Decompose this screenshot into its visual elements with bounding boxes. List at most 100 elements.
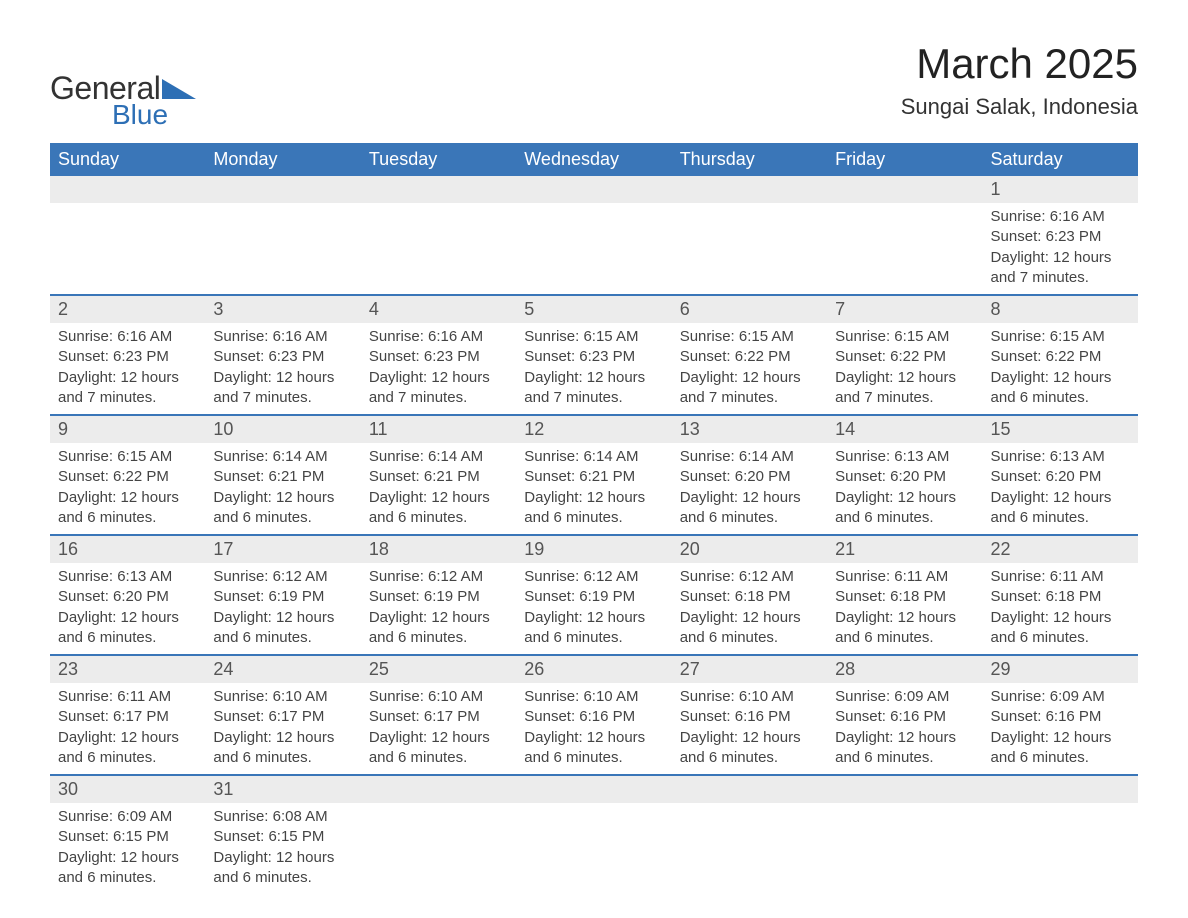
- day-detail-row: Sunrise: 6:09 AMSunset: 6:15 PMDaylight:…: [50, 803, 1138, 894]
- day-number-cell: 14: [827, 415, 982, 443]
- day-number-cell: 4: [361, 295, 516, 323]
- day-detail-cell: Sunrise: 6:15 AMSunset: 6:23 PMDaylight:…: [516, 323, 671, 415]
- day-number-cell: 24: [205, 655, 360, 683]
- day-detail-cell: [361, 203, 516, 295]
- day-detail-cell: Sunrise: 6:15 AMSunset: 6:22 PMDaylight:…: [672, 323, 827, 415]
- daylight-text: Daylight: 12 hours and 6 minutes.: [213, 488, 352, 529]
- sunrise-text: Sunrise: 6:15 AM: [991, 327, 1130, 347]
- day-number-cell: 9: [50, 415, 205, 443]
- daylight-text: Daylight: 12 hours and 7 minutes.: [213, 368, 352, 409]
- weekday-header: Friday: [827, 143, 982, 176]
- sunset-text: Sunset: 6:22 PM: [835, 347, 974, 367]
- daylight-text: Daylight: 12 hours and 6 minutes.: [213, 728, 352, 769]
- sunrise-text: Sunrise: 6:12 AM: [680, 567, 819, 587]
- sunrise-text: Sunrise: 6:08 AM: [213, 807, 352, 827]
- daylight-text: Daylight: 12 hours and 6 minutes.: [369, 728, 508, 769]
- sunrise-text: Sunrise: 6:15 AM: [835, 327, 974, 347]
- sunset-text: Sunset: 6:22 PM: [680, 347, 819, 367]
- daylight-text: Daylight: 12 hours and 6 minutes.: [991, 608, 1130, 649]
- daylight-text: Daylight: 12 hours and 6 minutes.: [524, 608, 663, 649]
- weekday-header: Monday: [205, 143, 360, 176]
- day-number-cell: 12: [516, 415, 671, 443]
- day-detail-cell: Sunrise: 6:11 AMSunset: 6:18 PMDaylight:…: [827, 563, 982, 655]
- weekday-header: Tuesday: [361, 143, 516, 176]
- day-detail-cell: [516, 803, 671, 894]
- day-detail-row: Sunrise: 6:15 AMSunset: 6:22 PMDaylight:…: [50, 443, 1138, 535]
- day-detail-cell: Sunrise: 6:09 AMSunset: 6:15 PMDaylight:…: [50, 803, 205, 894]
- day-detail-cell: [827, 203, 982, 295]
- day-number-cell: [361, 176, 516, 203]
- logo-triangle-icon: [162, 77, 196, 99]
- day-detail-cell: Sunrise: 6:13 AMSunset: 6:20 PMDaylight:…: [50, 563, 205, 655]
- day-detail-cell: [516, 203, 671, 295]
- sunset-text: Sunset: 6:20 PM: [680, 467, 819, 487]
- daylight-text: Daylight: 12 hours and 6 minutes.: [524, 728, 663, 769]
- daylight-text: Daylight: 12 hours and 6 minutes.: [835, 488, 974, 529]
- day-number-cell: 25: [361, 655, 516, 683]
- day-number-cell: [983, 775, 1138, 803]
- daylight-text: Daylight: 12 hours and 6 minutes.: [369, 608, 508, 649]
- sunrise-text: Sunrise: 6:15 AM: [524, 327, 663, 347]
- day-detail-row: Sunrise: 6:16 AMSunset: 6:23 PMDaylight:…: [50, 203, 1138, 295]
- sunset-text: Sunset: 6:16 PM: [680, 707, 819, 727]
- daylight-text: Daylight: 12 hours and 6 minutes.: [680, 608, 819, 649]
- sunrise-text: Sunrise: 6:13 AM: [835, 447, 974, 467]
- sunrise-text: Sunrise: 6:16 AM: [991, 207, 1130, 227]
- day-detail-cell: Sunrise: 6:16 AMSunset: 6:23 PMDaylight:…: [205, 323, 360, 415]
- sunrise-text: Sunrise: 6:10 AM: [680, 687, 819, 707]
- day-number-cell: 27: [672, 655, 827, 683]
- sunrise-text: Sunrise: 6:16 AM: [213, 327, 352, 347]
- day-number-cell: [672, 775, 827, 803]
- daylight-text: Daylight: 12 hours and 7 minutes.: [58, 368, 197, 409]
- sunset-text: Sunset: 6:18 PM: [991, 587, 1130, 607]
- sunset-text: Sunset: 6:16 PM: [835, 707, 974, 727]
- day-detail-cell: Sunrise: 6:14 AMSunset: 6:20 PMDaylight:…: [672, 443, 827, 535]
- day-detail-cell: Sunrise: 6:09 AMSunset: 6:16 PMDaylight:…: [827, 683, 982, 775]
- day-detail-cell: Sunrise: 6:15 AMSunset: 6:22 PMDaylight:…: [827, 323, 982, 415]
- day-number-cell: 26: [516, 655, 671, 683]
- weekday-header-row: SundayMondayTuesdayWednesdayThursdayFrid…: [50, 143, 1138, 176]
- sunset-text: Sunset: 6:20 PM: [58, 587, 197, 607]
- daylight-text: Daylight: 12 hours and 6 minutes.: [58, 488, 197, 529]
- day-detail-cell: Sunrise: 6:10 AMSunset: 6:16 PMDaylight:…: [672, 683, 827, 775]
- day-number-cell: [205, 176, 360, 203]
- day-detail-cell: Sunrise: 6:11 AMSunset: 6:18 PMDaylight:…: [983, 563, 1138, 655]
- daylight-text: Daylight: 12 hours and 6 minutes.: [680, 488, 819, 529]
- sunrise-text: Sunrise: 6:12 AM: [213, 567, 352, 587]
- day-number-cell: [516, 176, 671, 203]
- day-number-cell: 16: [50, 535, 205, 563]
- day-detail-cell: Sunrise: 6:13 AMSunset: 6:20 PMDaylight:…: [827, 443, 982, 535]
- daylight-text: Daylight: 12 hours and 7 minutes.: [369, 368, 508, 409]
- day-number-cell: [827, 775, 982, 803]
- day-number-cell: [50, 176, 205, 203]
- day-detail-cell: [827, 803, 982, 894]
- day-number-row: 9101112131415: [50, 415, 1138, 443]
- daylight-text: Daylight: 12 hours and 6 minutes.: [991, 488, 1130, 529]
- day-number-row: 2345678: [50, 295, 1138, 323]
- day-detail-cell: [361, 803, 516, 894]
- weekday-header: Saturday: [983, 143, 1138, 176]
- day-number-cell: 22: [983, 535, 1138, 563]
- sunset-text: Sunset: 6:15 PM: [58, 827, 197, 847]
- calendar-table: SundayMondayTuesdayWednesdayThursdayFrid…: [50, 143, 1138, 894]
- day-number-cell: 20: [672, 535, 827, 563]
- day-number-cell: 28: [827, 655, 982, 683]
- sunset-text: Sunset: 6:22 PM: [991, 347, 1130, 367]
- sunrise-text: Sunrise: 6:13 AM: [991, 447, 1130, 467]
- sunrise-text: Sunrise: 6:14 AM: [680, 447, 819, 467]
- day-detail-cell: Sunrise: 6:14 AMSunset: 6:21 PMDaylight:…: [516, 443, 671, 535]
- day-detail-cell: Sunrise: 6:10 AMSunset: 6:16 PMDaylight:…: [516, 683, 671, 775]
- sunset-text: Sunset: 6:22 PM: [58, 467, 197, 487]
- day-number-cell: 5: [516, 295, 671, 323]
- sunset-text: Sunset: 6:23 PM: [991, 227, 1130, 247]
- day-number-cell: 31: [205, 775, 360, 803]
- day-number-cell: [672, 176, 827, 203]
- sunset-text: Sunset: 6:16 PM: [524, 707, 663, 727]
- day-number-row: 3031: [50, 775, 1138, 803]
- day-detail-cell: Sunrise: 6:12 AMSunset: 6:18 PMDaylight:…: [672, 563, 827, 655]
- daylight-text: Daylight: 12 hours and 7 minutes.: [835, 368, 974, 409]
- month-title: March 2025: [901, 40, 1138, 88]
- sunset-text: Sunset: 6:23 PM: [213, 347, 352, 367]
- daylight-text: Daylight: 12 hours and 6 minutes.: [58, 728, 197, 769]
- sunrise-text: Sunrise: 6:11 AM: [58, 687, 197, 707]
